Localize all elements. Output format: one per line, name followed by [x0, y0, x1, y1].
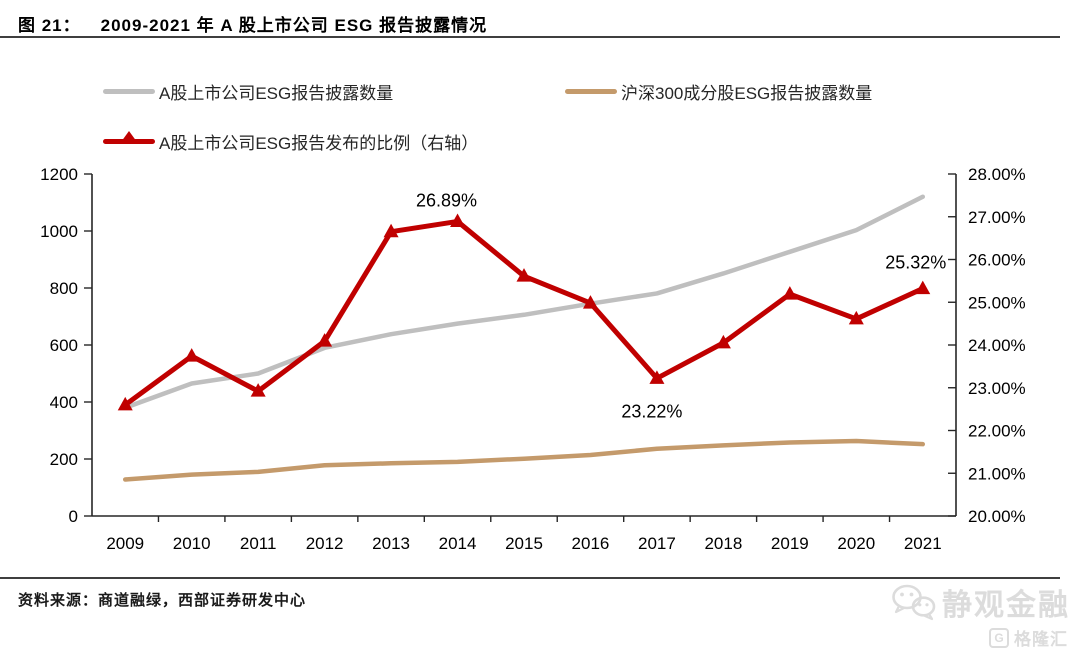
data-point-label: 26.89%: [416, 190, 477, 210]
legend-line-swatch-tan: [565, 88, 617, 94]
x-axis-year-label: 2015: [505, 534, 543, 553]
triangle-marker-2015: [516, 268, 532, 282]
watermark-logo-row: G 格隆汇: [989, 625, 1068, 649]
right-axis-tick-label: 24.00%: [968, 336, 1026, 355]
left-axis-tick-label: 800: [50, 279, 78, 298]
triangle-marker-2009: [117, 396, 133, 411]
left-axis-tick-label: 0: [69, 507, 78, 526]
triangle-marker-2020: [848, 310, 864, 325]
series-line-a-share-esg-count: [122, 194, 926, 410]
watermark: 静观金融 G 格隆汇: [890, 580, 1070, 649]
legend-line-swatch-red: [103, 130, 155, 144]
x-axis-year-label: 2020: [837, 534, 875, 553]
triangle-marker-2021: [915, 280, 931, 295]
x-axis-year-label: 2012: [306, 534, 344, 553]
watermark-logo-text: 格隆汇: [1014, 630, 1068, 649]
triangle-marker-2018: [715, 334, 731, 349]
triangle-marker-2010: [184, 348, 200, 362]
gelonghui-logo-icon: G: [989, 627, 1009, 648]
x-axis-year-label: 2010: [173, 534, 211, 553]
x-axis-year-label: 2016: [572, 534, 610, 553]
title-divider: [0, 36, 1060, 38]
legend-label: A股上市公司ESG报告发布的比例（右轴）: [159, 133, 479, 153]
data-source-note: 资料来源：商道融绿，西部证券研发中心: [18, 593, 307, 609]
watermark-brand-row: 静观金融: [890, 580, 1070, 624]
right-axis-tick-label: 27.00%: [968, 208, 1026, 227]
x-axis-year-label: 2009: [106, 534, 144, 553]
right-axis-tick-label: 20.00%: [968, 507, 1026, 526]
series-line-hs300-esg-count: [122, 438, 926, 482]
triangle-marker-2012: [317, 333, 333, 347]
right-axis-tick-label: 22.00%: [968, 422, 1026, 441]
left-axis-tick-label: 1200: [40, 165, 78, 184]
triangle-marker-icon: [121, 130, 137, 142]
wechat-icon: [892, 584, 936, 621]
left-axis-tick-label: 200: [50, 450, 78, 469]
x-axis-year-label: 2014: [439, 534, 477, 553]
triangle-marker-2019: [782, 286, 798, 300]
x-axis-year-label: 2013: [372, 534, 410, 553]
legend-item-ratio: A股上市公司ESG报告发布的比例（右轴）: [103, 130, 479, 153]
x-axis-year-label: 2018: [704, 534, 742, 553]
x-axis-year-label: 2017: [638, 534, 676, 553]
triangle-marker-2011: [250, 383, 266, 397]
legend-label: A股上市公司ESG报告披露数量: [159, 83, 394, 103]
triangle-marker-2016: [582, 295, 598, 309]
left-axis-tick-label: 400: [50, 393, 78, 412]
legend-line-swatch-gray: [103, 88, 155, 94]
triangle-marker-2017: [649, 370, 665, 384]
legend-item-a-share-count: A股上市公司ESG报告披露数量: [103, 80, 394, 103]
right-axis-tick-label: 23.00%: [968, 379, 1026, 398]
right-axis-tick-label: 26.00%: [968, 251, 1026, 270]
right-axis-tick-label: 25.00%: [968, 293, 1026, 312]
legend-item-hs300-count: 沪深300成分股ESG报告披露数量: [565, 80, 873, 103]
figure-header: 图 21： 2009-2021 年 A 股上市公司 ESG 报告披露情况: [18, 11, 487, 36]
data-point-label: 23.22%: [621, 401, 682, 421]
x-axis-year-label: 2011: [240, 534, 277, 553]
triangle-marker-2014: [450, 213, 466, 227]
left-axis-tick-label: 1000: [40, 222, 78, 241]
right-axis-tick-label: 21.00%: [968, 464, 1026, 483]
figure-title: 2009-2021 年 A 股上市公司 ESG 报告披露情况: [100, 16, 488, 35]
data-point-label: 25.32%: [885, 253, 946, 273]
legend-label: 沪深300成分股ESG报告披露数量: [621, 83, 873, 103]
right-axis-tick-label: 28.00%: [968, 165, 1026, 184]
triangle-marker-2013: [383, 223, 399, 238]
x-axis-year-label: 2021: [904, 534, 942, 553]
figure-number: 图 21：: [18, 16, 81, 35]
x-axis-year-label: 2019: [771, 534, 809, 553]
footer-divider: [0, 577, 1060, 579]
watermark-brand-text: 静观金融: [942, 589, 1070, 622]
left-axis-tick-label: 600: [50, 336, 78, 355]
